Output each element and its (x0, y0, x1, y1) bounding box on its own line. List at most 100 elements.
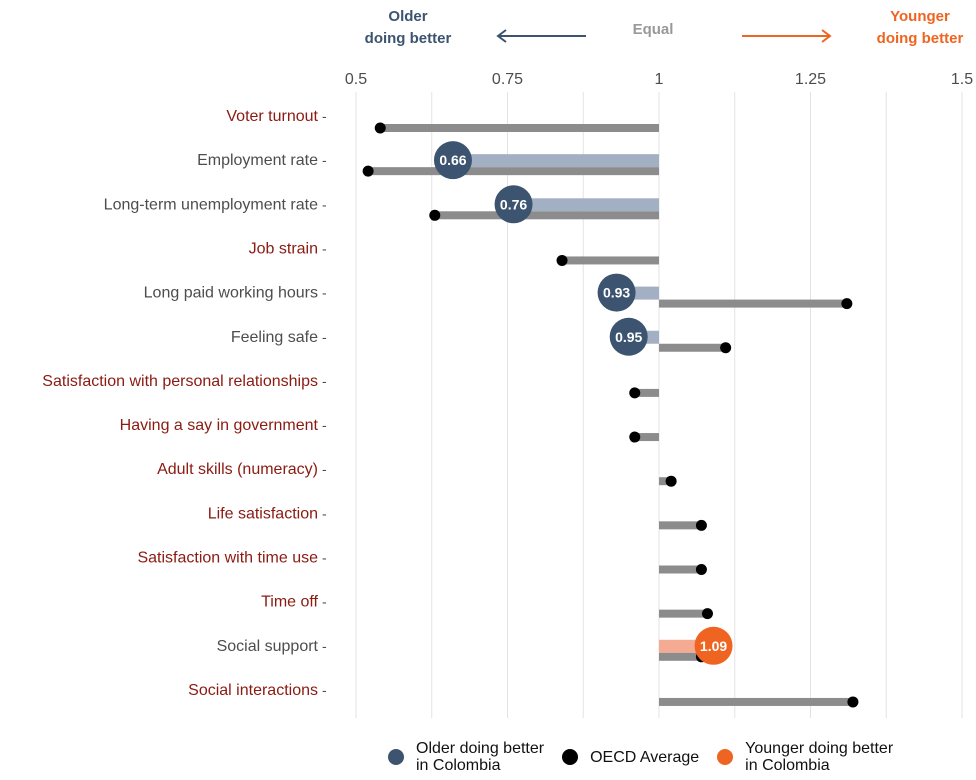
legend-item-younger: Younger doing better in Colombia (717, 740, 893, 774)
category-label: Social interactions (188, 682, 318, 699)
oecd-bar (659, 652, 702, 661)
gridlines (355, 92, 963, 718)
colombia-point (597, 273, 636, 312)
oecd-bar (562, 256, 659, 265)
oecd-point (695, 519, 707, 531)
oecd-bar (659, 521, 702, 530)
oecd-point (629, 431, 641, 443)
younger-header-line1: Younger (890, 8, 950, 25)
oecd-point (629, 387, 641, 399)
colombia-data-label: 0.93 (603, 285, 630, 301)
category-tick: - (322, 461, 327, 477)
younger-doing-better-header: Younger doing better (858, 6, 976, 50)
legend-oecd-label: OECD Average (590, 748, 700, 766)
oecd-point (665, 475, 677, 487)
oecd-point (695, 564, 707, 575)
oecd-bar (659, 697, 853, 706)
older-header-line2: doing better (364, 30, 452, 47)
oecd-bar (659, 565, 702, 574)
header-arrows (496, 29, 832, 43)
oecd-bar (634, 388, 659, 397)
category-label: Adult skills (numeracy) (157, 461, 318, 478)
chart: 0.5 0.75 1 1.25 1.5 0.66 0.76 0.93 0.95 1.09 Vot… (42, 29, 973, 718)
older-doing-better-header: Older doing better (346, 6, 470, 50)
x-tick-label: 1.25 (795, 71, 826, 88)
colombia-data-label: 0.95 (615, 329, 642, 345)
category-label: Feeling safe (231, 329, 318, 346)
category-tick: - (322, 417, 327, 433)
oecd-point (847, 696, 859, 708)
category-tick: - (322, 594, 327, 610)
category-tick: - (322, 285, 327, 301)
oecd-bar (659, 477, 672, 486)
legend-younger-label: Younger doing better in Colombia (745, 740, 893, 774)
legend-younger-line2: in Colombia (745, 757, 830, 774)
category-label: Employment rate (197, 152, 318, 169)
colombia-data-label: 1.09 (700, 638, 727, 654)
equal-label: Equal (632, 21, 674, 38)
younger-header-line2: doing better (876, 30, 964, 47)
category-labels: Voter turnout -Employment rate -Long-term … (42, 108, 327, 699)
legend-older-line1: Older doing better (416, 740, 545, 757)
colombia-point (609, 317, 648, 356)
category-tick: - (322, 108, 327, 124)
oecd-point (556, 254, 568, 266)
arrow-left-head (496, 29, 507, 43)
category-tick: - (322, 152, 327, 168)
legend-older-label: Older doing better in Colombia (416, 740, 544, 774)
oecd-point (429, 209, 441, 221)
oecd-bar (368, 167, 659, 176)
category-tick: - (322, 682, 327, 698)
arrow-right-head (821, 29, 832, 43)
oecd-bar (634, 433, 659, 442)
category-tick: - (322, 196, 327, 212)
colombia-point (433, 141, 472, 180)
oecd-point (374, 122, 386, 134)
category-tick: - (322, 240, 327, 256)
oecd-point (362, 165, 374, 177)
oecd-bar (434, 211, 659, 220)
category-label: Long-term unemployment rate (104, 196, 318, 213)
legend-older-line2: in Colombia (416, 757, 501, 774)
oecd-bar (380, 124, 659, 132)
oecd-bar (659, 343, 726, 352)
legend-older-dot (388, 749, 404, 765)
legend-item-oecd: OECD Average (562, 749, 699, 766)
x-tick-label: 1.5 (951, 71, 973, 88)
equal-header: Equal (620, 19, 686, 41)
category-label: Voter turnout (226, 108, 318, 125)
category-tick: - (322, 329, 327, 345)
legend-oecd-dot (562, 749, 579, 765)
older-header-line1: Older (388, 8, 428, 25)
category-label: Life satisfaction (208, 505, 318, 522)
colombia-point (694, 626, 733, 665)
category-label: Having a say in government (120, 417, 319, 434)
category-label: Satisfaction with personal relationships (42, 373, 318, 390)
category-tick: - (322, 505, 327, 521)
category-tick: - (322, 638, 327, 654)
category-tick: - (322, 550, 327, 566)
x-tick-label: 0.5 (345, 71, 367, 88)
legend: Older doing better in Colombia OECD Aver… (388, 740, 911, 774)
category-label: Time off (261, 594, 318, 611)
x-axis-ticks: 0.5 0.75 1 1.25 1.5 (345, 71, 973, 88)
legend-younger-line1: Younger doing better (745, 740, 894, 757)
colombia-point (494, 185, 533, 224)
category-label: Satisfaction with time use (137, 550, 318, 567)
category-label: Long paid working hours (144, 285, 318, 302)
colombia-bar (513, 198, 659, 212)
oecd-bar (659, 609, 708, 618)
colombia-bar (452, 154, 659, 168)
category-tick: - (322, 373, 327, 389)
oecd-point (701, 608, 713, 620)
colombia-data-label: 0.66 (439, 152, 466, 168)
colombia-data-label: 0.76 (500, 196, 527, 212)
legend-item-older: Older doing better in Colombia (388, 740, 544, 774)
x-tick-label: 1 (655, 71, 664, 88)
bars: 0.66 0.76 0.93 0.95 1.09 (362, 122, 859, 708)
category-label: Social support (217, 638, 319, 655)
oecd-bar (659, 299, 847, 308)
x-tick-label: 0.75 (492, 71, 523, 88)
oecd-point (720, 342, 732, 354)
legend-younger-dot (717, 749, 734, 765)
